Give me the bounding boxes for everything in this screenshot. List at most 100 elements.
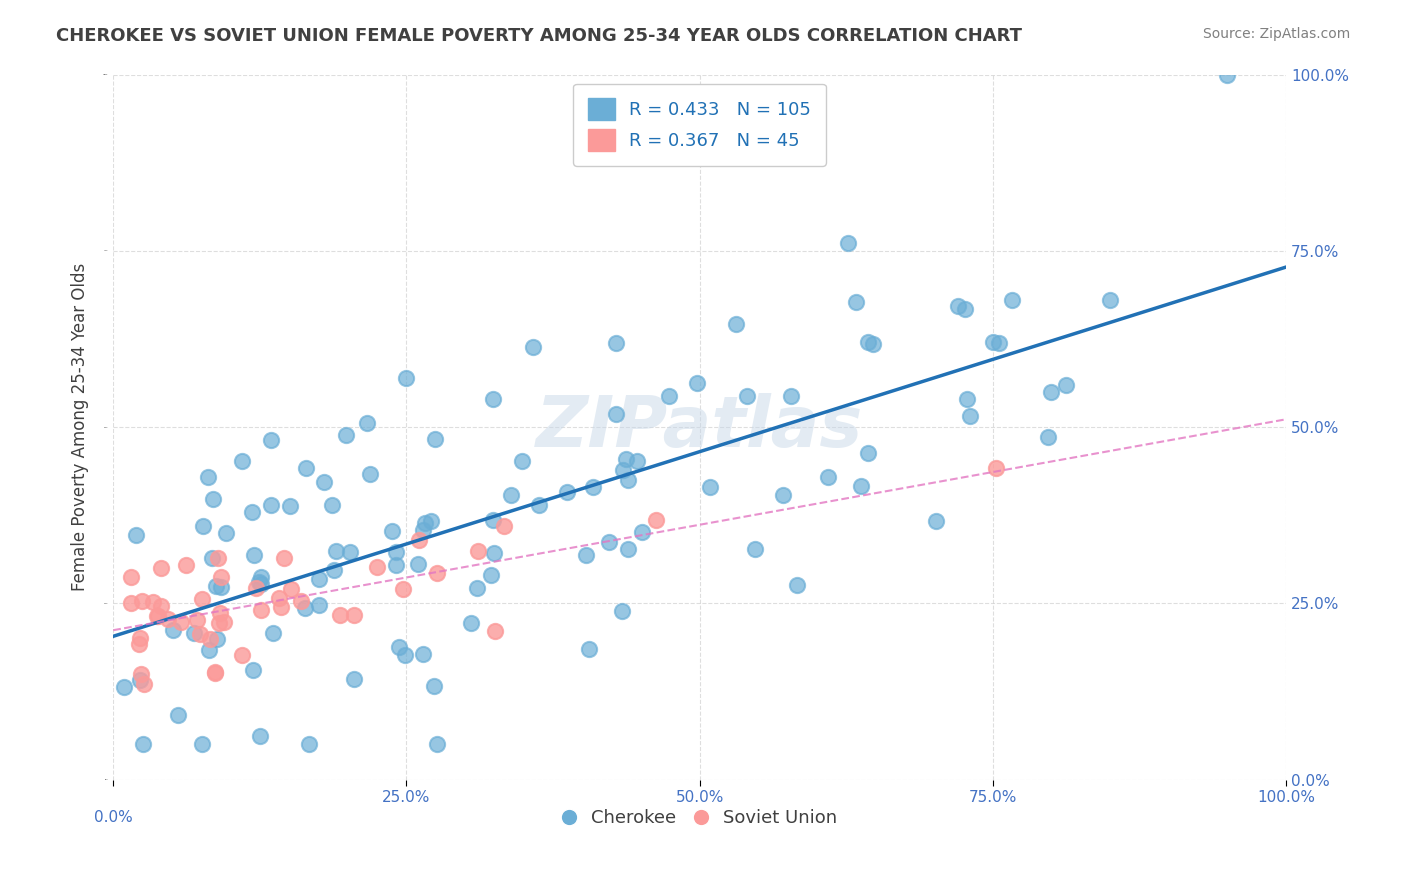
Point	[260, 433, 283, 447]
Point	[862, 337, 884, 351]
Point	[191, 737, 214, 751]
Legend: Cherokee, Soviet Union: Cherokee, Soviet Union	[555, 802, 845, 834]
Point	[631, 524, 654, 539]
Point	[146, 609, 169, 624]
Point	[425, 737, 447, 751]
Point	[735, 389, 758, 403]
Point	[484, 624, 506, 639]
Point	[243, 548, 266, 562]
Point	[699, 480, 721, 494]
Point	[260, 498, 283, 512]
Point	[335, 428, 357, 442]
Point	[207, 550, 229, 565]
Point	[953, 301, 976, 316]
Point	[388, 640, 411, 655]
Point	[423, 432, 446, 446]
Point	[658, 389, 681, 403]
Point	[837, 235, 859, 250]
Point	[323, 563, 346, 577]
Point	[242, 663, 264, 677]
Point	[1001, 293, 1024, 308]
Point	[120, 596, 142, 610]
Point	[200, 551, 222, 566]
Point	[465, 581, 488, 595]
Point	[250, 577, 273, 591]
Point	[482, 392, 505, 407]
Text: CHEROKEE VS SOVIET UNION FEMALE POVERTY AMONG 25-34 YEAR OLDS CORRELATION CHART: CHEROKEE VS SOVIET UNION FEMALE POVERTY …	[56, 27, 1022, 45]
Point	[482, 513, 505, 527]
Point	[780, 389, 803, 403]
Point	[170, 615, 193, 630]
Point	[392, 582, 415, 596]
Point	[955, 392, 977, 407]
Point	[215, 526, 238, 541]
Point	[959, 409, 981, 423]
Point	[1040, 384, 1063, 399]
Point	[499, 488, 522, 502]
Point	[557, 485, 579, 500]
Point	[204, 665, 226, 680]
Point	[343, 608, 366, 623]
Point	[772, 488, 794, 502]
Point	[359, 467, 381, 481]
Point	[479, 568, 502, 582]
Point	[744, 542, 766, 557]
Point	[467, 544, 489, 558]
Point	[295, 460, 318, 475]
Point	[298, 737, 321, 751]
Point	[198, 643, 221, 657]
Point	[240, 505, 263, 519]
Point	[987, 336, 1010, 351]
Point	[482, 546, 505, 560]
Point	[321, 498, 343, 512]
Point	[198, 632, 221, 646]
Point	[343, 672, 366, 686]
Point	[856, 335, 879, 350]
Point	[817, 470, 839, 484]
Point	[1099, 293, 1122, 307]
Y-axis label: Female Poverty Among 25-34 Year Olds: Female Poverty Among 25-34 Year Olds	[72, 263, 89, 591]
Point	[510, 454, 533, 468]
Point	[262, 625, 284, 640]
Point	[948, 299, 970, 313]
Point	[125, 528, 148, 542]
Point	[578, 641, 600, 656]
Point	[786, 578, 808, 592]
Point	[208, 616, 231, 631]
Point	[131, 594, 153, 608]
Point	[614, 451, 637, 466]
Point	[598, 535, 620, 549]
Point	[191, 519, 214, 533]
Point	[406, 557, 429, 571]
Point	[205, 632, 228, 646]
Point	[142, 595, 165, 609]
Point	[856, 446, 879, 460]
Point	[247, 574, 270, 589]
Text: Source: ZipAtlas.com: Source: ZipAtlas.com	[1202, 27, 1350, 41]
Point	[128, 632, 150, 646]
Point	[423, 679, 446, 693]
Point	[183, 625, 205, 640]
Point	[612, 463, 634, 477]
Point	[385, 558, 408, 573]
Point	[329, 607, 352, 622]
Point	[460, 615, 482, 630]
Point	[394, 648, 416, 662]
Point	[981, 335, 1004, 350]
Point	[1054, 377, 1077, 392]
Point	[249, 730, 271, 744]
Point	[128, 637, 150, 651]
Point	[408, 533, 430, 548]
Point	[1038, 430, 1060, 444]
Point	[356, 416, 378, 430]
Point	[245, 581, 267, 595]
Point	[278, 500, 301, 514]
Point	[204, 665, 226, 679]
Point	[112, 680, 135, 694]
Point	[725, 318, 748, 332]
Point	[325, 543, 347, 558]
Point	[412, 648, 434, 662]
Point	[395, 370, 418, 384]
Point	[209, 580, 232, 594]
Point	[270, 600, 292, 615]
